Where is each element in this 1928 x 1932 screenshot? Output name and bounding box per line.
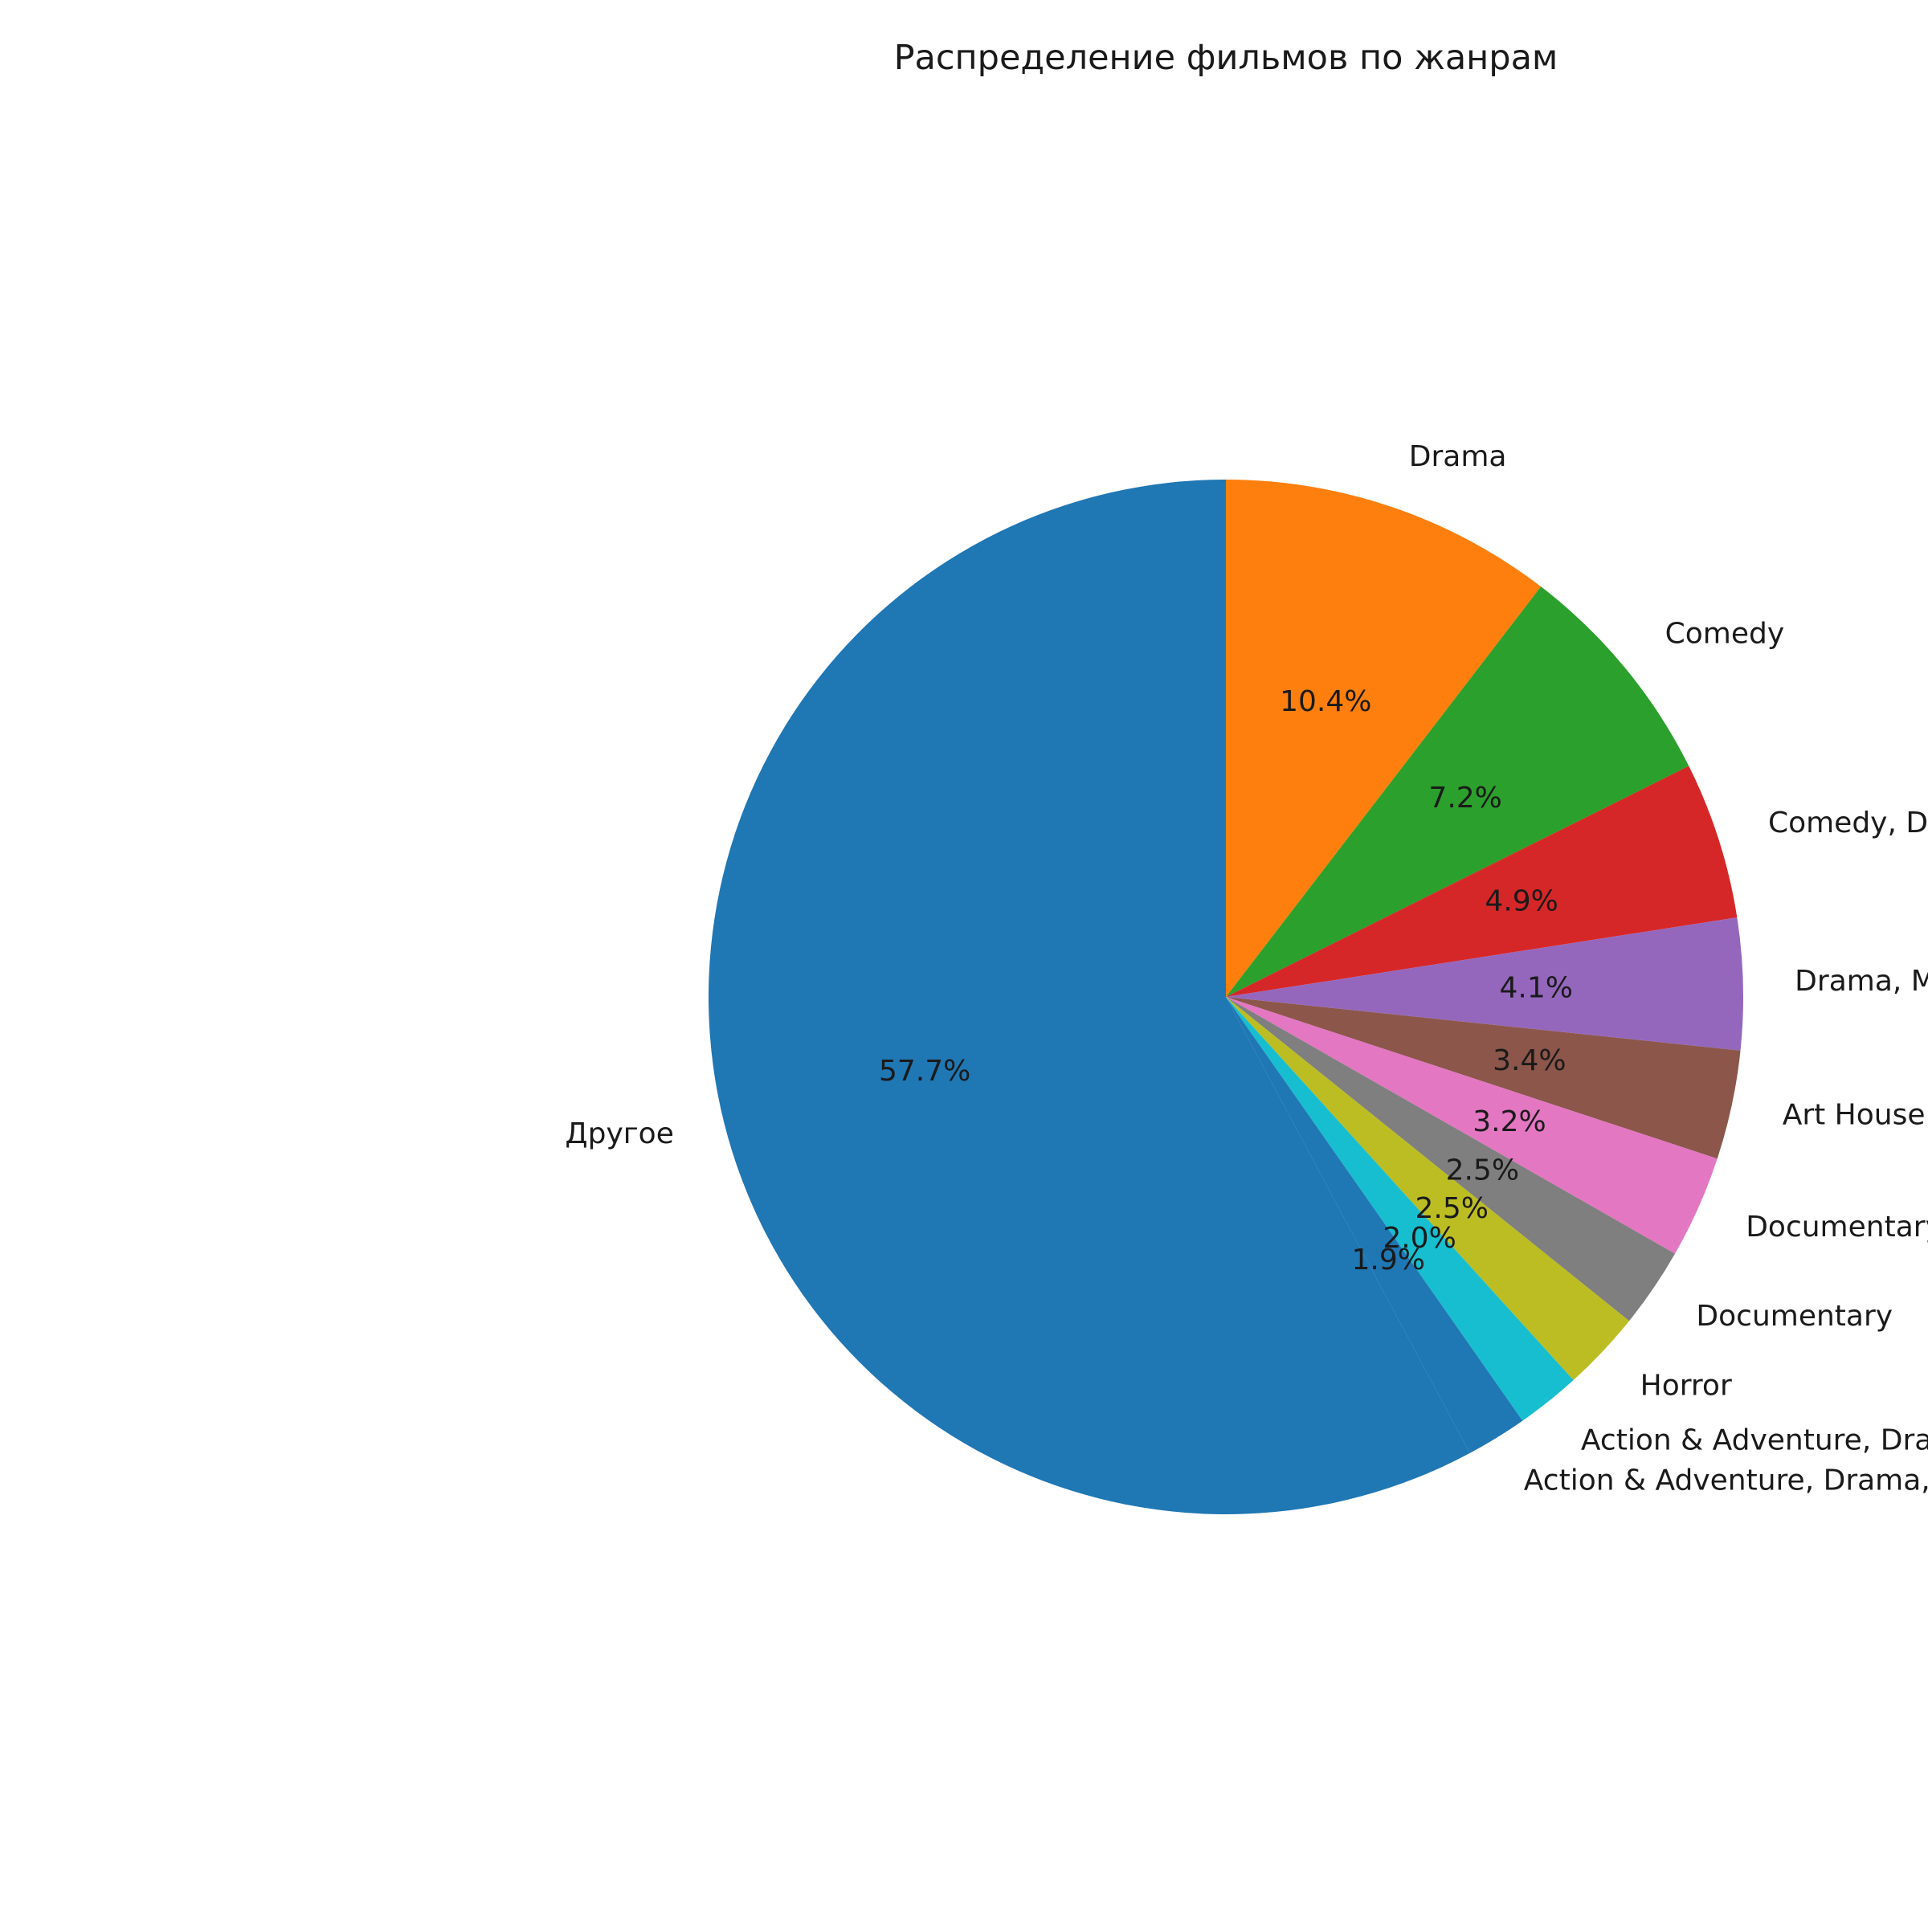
pie-slice xyxy=(1226,997,1523,1453)
slice-percent-label: 3.2% xyxy=(1473,1105,1546,1138)
slice-category-label: Documentary, Special Interest xyxy=(1746,1211,1928,1244)
slice-category-label: Drama xyxy=(1409,440,1507,473)
slice-category-label: Art House & International, Drama xyxy=(1783,1098,1928,1131)
slice-category-label: Documentary xyxy=(1696,1300,1893,1333)
slice-percent-label: 2.5% xyxy=(1446,1154,1519,1187)
pie-slice xyxy=(709,480,1470,1515)
pie-slice xyxy=(1226,917,1743,1051)
pie-slice xyxy=(1226,766,1738,997)
pie-slice xyxy=(1226,997,1630,1381)
slice-category-label: Action & Adventure, Drama xyxy=(1581,1424,1928,1457)
slice-percent-label: 2.0% xyxy=(1383,1222,1456,1255)
pie-slice xyxy=(1226,997,1718,1254)
pie-slice xyxy=(1226,480,1542,997)
slice-percent-label: 1.9% xyxy=(1352,1244,1425,1276)
slice-category-label: Comedy xyxy=(1665,617,1785,650)
slice-category-label: Horror xyxy=(1640,1370,1732,1403)
slice-percent-label: 4.1% xyxy=(1500,971,1573,1004)
chart-title: Распределение фильмов по жанрам xyxy=(894,38,1558,78)
slice-percent-label: 4.9% xyxy=(1485,885,1558,918)
pie-slice xyxy=(1226,586,1689,997)
slice-category-label: Comedy, Drama xyxy=(1768,807,1928,839)
slice-category-label: Action & Adventure, Drama, Mystery & Sus… xyxy=(1524,1464,1928,1497)
pie-slice xyxy=(1226,997,1741,1159)
slice-percent-label: 57.7% xyxy=(879,1055,970,1088)
slice-percent-label: 10.4% xyxy=(1280,685,1371,718)
pie-slice xyxy=(1226,997,1676,1321)
pie-labels: Drama 10.4% Comedy 7.2% Comedy, Drama 4.9% Dra… xyxy=(565,440,1928,1497)
slice-category-label: Другое xyxy=(565,1117,673,1150)
slice-percent-label: 2.5% xyxy=(1415,1192,1489,1225)
pie-slices xyxy=(709,480,1743,1515)
slice-percent-label: 3.4% xyxy=(1493,1044,1566,1077)
pie-slice xyxy=(1226,997,1574,1421)
slice-percent-label: 7.2% xyxy=(1428,782,1501,815)
slice-category-label: Drama, Mystery & Suspense xyxy=(1795,965,1928,998)
